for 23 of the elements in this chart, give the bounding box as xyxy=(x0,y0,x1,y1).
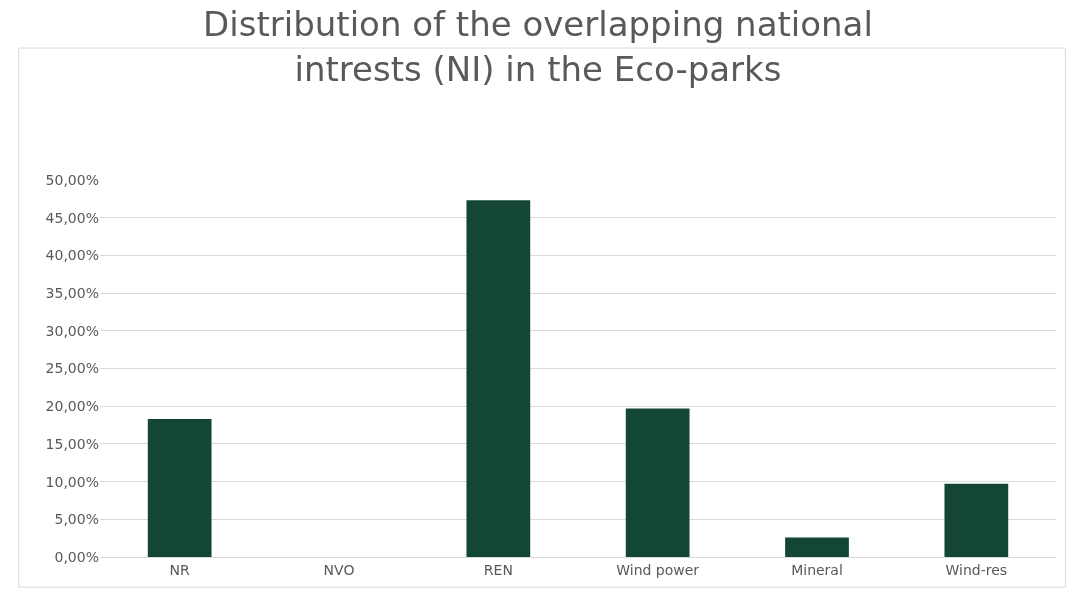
y-tick-label: 0,00% xyxy=(54,548,99,565)
y-tick-label: 50,00% xyxy=(45,171,99,188)
bar xyxy=(944,483,1009,557)
bar xyxy=(625,408,690,557)
y-tick-label: 5,00% xyxy=(54,511,99,528)
y-tick-label: 35,00% xyxy=(45,285,99,301)
x-tick-label: Wind-res xyxy=(945,561,1008,578)
x-tick-label: NVO xyxy=(323,561,355,578)
bar xyxy=(466,200,531,557)
chart-title: Distribution of the overlapping national intrests (NI) in the Eco-parks xyxy=(203,4,873,89)
y-tick-label: 25,00% xyxy=(45,360,99,377)
y-tick-label: 40,00% xyxy=(45,247,99,264)
x-tick-label: Wind power xyxy=(616,561,700,578)
x-tick-label: REN xyxy=(483,561,513,578)
y-tick-label: 15,00% xyxy=(45,435,99,452)
x-tick-label: NR xyxy=(169,561,191,578)
y-tick-label: 30,00% xyxy=(45,322,99,339)
bar xyxy=(147,419,212,557)
y-tick-label: 10,00% xyxy=(45,473,99,490)
x-tick-label: Mineral xyxy=(791,561,843,578)
bar xyxy=(785,537,849,557)
y-tick-label: 45,00% xyxy=(45,209,99,226)
y-tick-label: 20,00% xyxy=(45,398,99,415)
